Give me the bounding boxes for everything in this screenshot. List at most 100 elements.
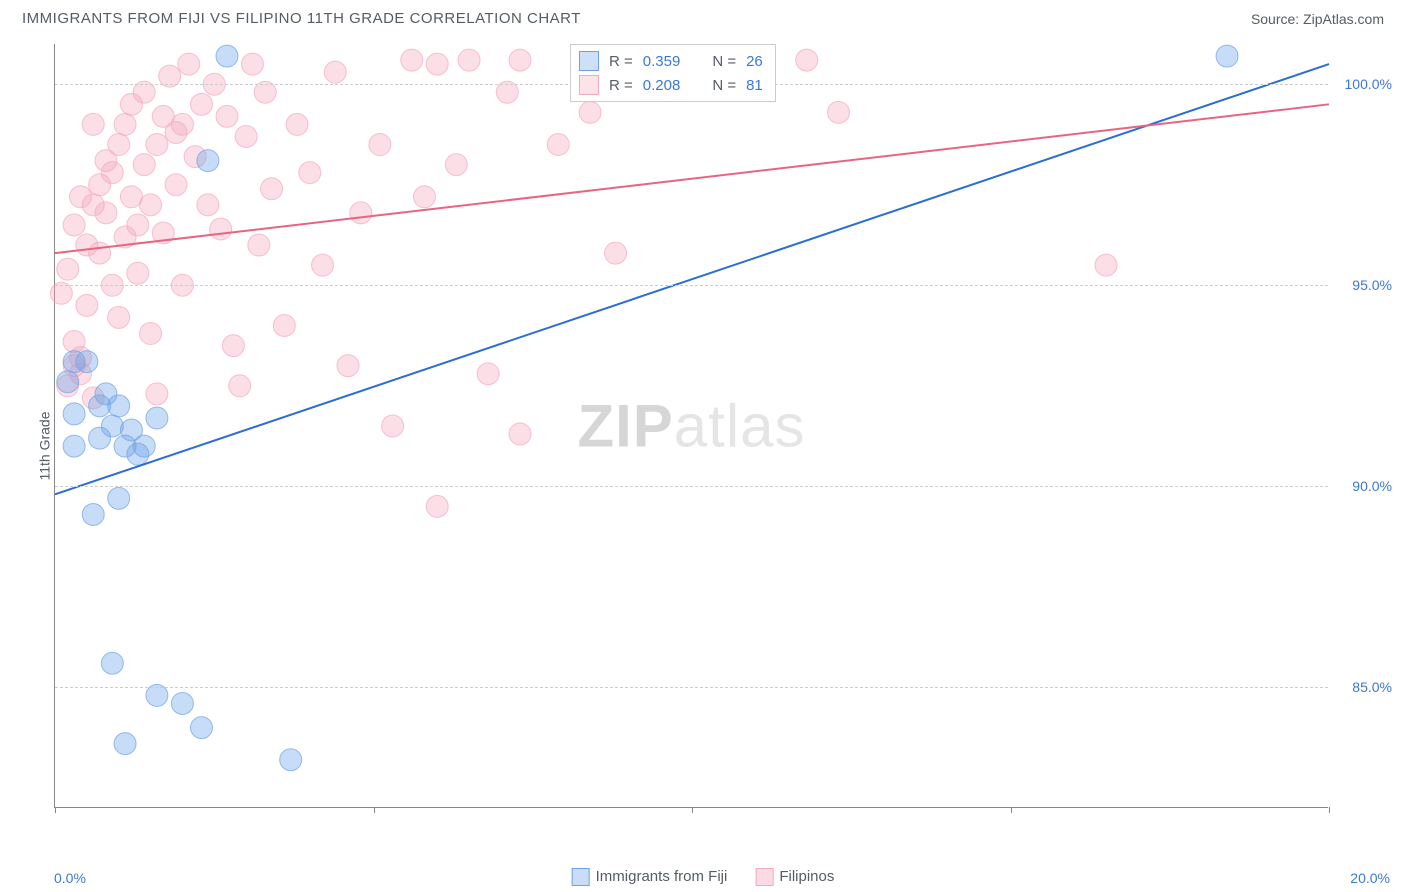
scatter-point-filipinos: [127, 262, 149, 284]
legend-swatch-icon: [755, 868, 773, 886]
x-tick: [1329, 807, 1330, 813]
scatter-point-fiji: [280, 749, 302, 771]
scatter-point-filipinos: [95, 202, 117, 224]
scatter-point-filipinos: [426, 495, 448, 517]
scatter-point-filipinos: [222, 335, 244, 357]
y-tick-label: 85.0%: [1352, 679, 1392, 695]
scatter-point-filipinos: [63, 214, 85, 236]
r-value: 0.208: [643, 77, 681, 94]
plot-area: ZIPatlas 85.0%90.0%95.0%100.0%: [54, 44, 1328, 808]
bottom-legend-item: Filipinos: [755, 868, 834, 886]
x-tick: [374, 807, 375, 813]
source-label: Source: ZipAtlas.com: [1251, 11, 1384, 27]
scatter-point-fiji: [146, 407, 168, 429]
r-label: R =: [609, 53, 633, 70]
x-tick: [55, 807, 56, 813]
scatter-point-filipinos: [350, 202, 372, 224]
scatter-point-filipinos: [140, 194, 162, 216]
r-value: 0.359: [643, 53, 681, 70]
y-tick-label: 95.0%: [1352, 277, 1392, 293]
gridline: [55, 285, 1328, 286]
x-tick: [1011, 807, 1012, 813]
scatter-point-filipinos: [108, 134, 130, 156]
scatter-point-filipinos: [178, 53, 200, 75]
scatter-point-filipinos: [286, 113, 308, 135]
scatter-point-fiji: [108, 487, 130, 509]
stats-row-filipinos: R = 0.208 N = 81: [579, 73, 763, 97]
scatter-point-filipinos: [579, 101, 601, 123]
scatter-point-filipinos: [146, 383, 168, 405]
legend-swatch-icon: [579, 51, 599, 71]
scatter-point-filipinos: [509, 423, 531, 445]
scatter-point-filipinos: [312, 254, 334, 276]
scatter-point-filipinos: [299, 162, 321, 184]
stats-row-fiji: R = 0.359 N = 26: [579, 49, 763, 73]
scatter-point-filipinos: [89, 242, 111, 264]
scatter-point-filipinos: [241, 53, 263, 75]
scatter-point-filipinos: [210, 218, 232, 240]
scatter-point-fiji: [57, 371, 79, 393]
scatter-point-fiji: [114, 733, 136, 755]
scatter-point-filipinos: [458, 49, 480, 71]
chart-svg: [55, 44, 1329, 808]
y-tick-label: 100.0%: [1345, 76, 1392, 92]
n-value: 81: [746, 77, 763, 94]
scatter-point-filipinos: [413, 186, 435, 208]
scatter-point-filipinos: [369, 134, 391, 156]
scatter-point-filipinos: [108, 306, 130, 328]
scatter-point-filipinos: [509, 49, 531, 71]
scatter-point-filipinos: [114, 113, 136, 135]
n-label: N =: [712, 77, 736, 94]
scatter-point-filipinos: [235, 125, 257, 147]
gridline: [55, 687, 1328, 688]
scatter-point-filipinos: [229, 375, 251, 397]
scatter-point-filipinos: [547, 134, 569, 156]
chart-container: ZIPatlas 85.0%90.0%95.0%100.0%: [54, 44, 1394, 844]
legend-label: Immigrants from Fiji: [596, 868, 728, 885]
scatter-point-fiji: [191, 717, 213, 739]
legend-label: Filipinos: [779, 868, 834, 885]
scatter-point-filipinos: [133, 154, 155, 176]
scatter-point-filipinos: [796, 49, 818, 71]
scatter-point-fiji: [133, 435, 155, 457]
scatter-point-filipinos: [191, 93, 213, 115]
scatter-point-fiji: [63, 435, 85, 457]
scatter-point-fiji: [89, 427, 111, 449]
scatter-point-filipinos: [401, 49, 423, 71]
scatter-point-filipinos: [82, 113, 104, 135]
scatter-point-fiji: [63, 403, 85, 425]
x-tick: [692, 807, 693, 813]
scatter-point-filipinos: [261, 178, 283, 200]
stats-legend-box: R = 0.359 N = 26 R = 0.208 N = 81: [570, 44, 776, 102]
scatter-point-fiji: [171, 692, 193, 714]
scatter-point-fiji: [197, 150, 219, 172]
r-label: R =: [609, 77, 633, 94]
scatter-point-fiji: [76, 351, 98, 373]
n-label: N =: [712, 53, 736, 70]
scatter-point-filipinos: [324, 61, 346, 83]
scatter-point-fiji: [108, 395, 130, 417]
scatter-point-filipinos: [216, 105, 238, 127]
legend-swatch-icon: [572, 868, 590, 886]
scatter-point-filipinos: [127, 214, 149, 236]
scatter-point-filipinos: [337, 355, 359, 377]
x-axis-min-label: 0.0%: [54, 870, 86, 886]
scatter-point-fiji: [1216, 45, 1238, 67]
scatter-point-filipinos: [248, 234, 270, 256]
n-value: 26: [746, 53, 763, 70]
scatter-point-filipinos: [828, 101, 850, 123]
scatter-point-filipinos: [1095, 254, 1117, 276]
scatter-point-filipinos: [605, 242, 627, 264]
scatter-point-filipinos: [426, 53, 448, 75]
scatter-point-fiji: [216, 45, 238, 67]
bottom-legend-item: Immigrants from Fiji: [572, 868, 728, 886]
y-tick-label: 90.0%: [1352, 478, 1392, 494]
scatter-point-filipinos: [101, 162, 123, 184]
x-axis-max-label: 20.0%: [1350, 870, 1390, 886]
scatter-point-filipinos: [445, 154, 467, 176]
legend-swatch-icon: [579, 75, 599, 95]
scatter-point-filipinos: [477, 363, 499, 385]
scatter-point-filipinos: [63, 331, 85, 353]
scatter-point-filipinos: [76, 294, 98, 316]
scatter-point-filipinos: [382, 415, 404, 437]
